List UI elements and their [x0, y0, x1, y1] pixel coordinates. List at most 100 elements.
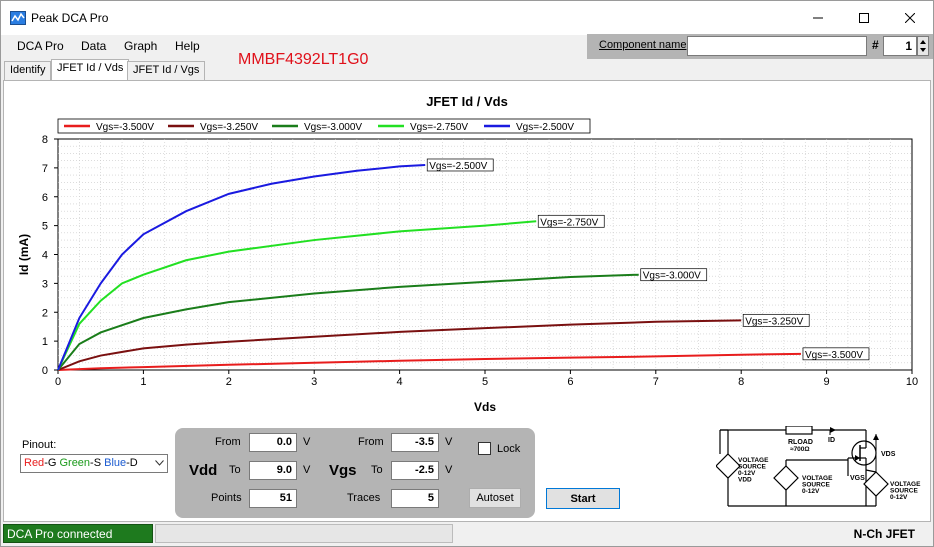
- legend-box: [57, 118, 591, 134]
- vgs-to-label: To: [371, 464, 383, 476]
- vgs-source-label: VOLTAGE: [802, 475, 833, 482]
- vdd-from-label: From: [215, 436, 241, 448]
- series-end-label-box: [537, 214, 605, 228]
- x-tick-label: 9: [824, 376, 830, 388]
- vds-label: VDS: [881, 451, 896, 458]
- maximize-button[interactable]: [841, 1, 887, 35]
- pinout-value: Red-G Green-S Blue-D: [24, 457, 138, 469]
- x-tick-label: 10: [906, 376, 918, 388]
- vgs-source-label: SOURCE: [802, 482, 830, 489]
- component-number-spinner[interactable]: [917, 36, 929, 56]
- pinout-select[interactable]: Red-G Green-S Blue-D: [20, 454, 168, 473]
- y-tick-label: 2: [42, 307, 48, 319]
- title-bar[interactable]: Peak DCA Pro: [1, 1, 933, 35]
- pinout-part-2: Green: [59, 457, 91, 469]
- x-tick-label: 0: [55, 376, 61, 388]
- autoset-button[interactable]: Autoset: [469, 488, 521, 508]
- id-label: ID: [828, 437, 835, 444]
- chart-title: JFET Id / Vds: [426, 94, 508, 109]
- y-tick-label: 7: [42, 163, 48, 175]
- vdd-source-label: VOLTAGE: [738, 457, 769, 464]
- vdd-from-input[interactable]: 0.0: [249, 433, 297, 452]
- vds-source-label: VOLTAGE: [890, 481, 921, 488]
- menu-dca-pro[interactable]: DCA Pro: [17, 39, 64, 53]
- close-icon: [905, 13, 915, 23]
- series-line: [57, 352, 801, 371]
- series-end-label: Vgs=-3.250V: [745, 316, 803, 327]
- tab-strip: Identify JFET Id / Vds JFET Id / Vgs: [1, 59, 933, 80]
- vdd-source-label: VDD: [738, 477, 752, 484]
- component-number-input[interactable]: 1: [883, 36, 917, 56]
- vgs-label: VGS: [850, 475, 865, 482]
- status-bar: DCA Pro connected N-Ch JFET: [1, 523, 933, 546]
- series-end-label: Vgs=-2.750V: [540, 217, 598, 228]
- series-end-label-box: [426, 158, 494, 172]
- vdd-to-label: To: [229, 464, 241, 476]
- pinout-part-4: Blue: [104, 457, 127, 469]
- close-button[interactable]: [887, 1, 933, 35]
- y-axis-label: Id (mA): [17, 234, 31, 275]
- vgs-to-input[interactable]: -2.5: [391, 461, 439, 480]
- vds-source-label: 0-12V: [890, 494, 908, 501]
- x-axis-label: Vds: [474, 400, 496, 414]
- tab-identify[interactable]: Identify: [4, 61, 52, 80]
- tab-jfet-id-vds[interactable]: JFET Id / Vds: [51, 59, 130, 80]
- x-tick-label: 8: [738, 376, 744, 388]
- legend-entry: Vgs=-2.500V: [516, 122, 574, 133]
- legend-entry: Vgs=-2.750V: [410, 122, 468, 133]
- traces-input[interactable]: 5: [391, 489, 439, 508]
- series-end-label: Vgs=-3.500V: [805, 350, 863, 361]
- series-end-label: Vgs=-2.500V: [429, 161, 487, 172]
- minimize-icon: [813, 17, 823, 19]
- plot-area: [57, 138, 913, 371]
- tab-jfet-id-vgs[interactable]: JFET Id / Vgs: [127, 61, 206, 80]
- minimize-button[interactable]: [795, 1, 841, 35]
- pinout-part-0: Red: [24, 457, 45, 469]
- legend-entry: Vgs=-3.250V: [200, 122, 258, 133]
- points-label: Points: [211, 492, 242, 504]
- series-end-label-box: [802, 347, 870, 361]
- vds-source-label: SOURCE: [890, 488, 918, 495]
- component-name-input[interactable]: [687, 36, 867, 56]
- vdd-label: Vdd: [189, 462, 218, 479]
- connection-status: DCA Pro connected: [3, 524, 153, 543]
- vgs-label: Vgs: [329, 462, 357, 479]
- sweep-controls: From 0.0 V Vdd To 9.0 V Points 51 From -…: [175, 428, 535, 518]
- series-line: [57, 163, 426, 371]
- lock-checkbox[interactable]: [478, 442, 491, 455]
- y-tick-label: 1: [42, 336, 48, 348]
- series-line: [57, 319, 742, 371]
- vdd-from-unit: V: [303, 436, 311, 448]
- part-number-label: MMBF4392LT1G0: [238, 51, 369, 68]
- x-tick-label: 2: [226, 376, 232, 388]
- pinout-part-5: -D: [126, 457, 138, 469]
- vgs-source-label: 0-12V: [802, 488, 820, 495]
- progress-bar: [155, 524, 453, 543]
- pinout-label: Pinout:: [22, 439, 57, 451]
- y-tick-label: 8: [42, 134, 48, 146]
- lock-label: Lock: [497, 443, 521, 455]
- vdd-source-label: SOURCE: [738, 464, 766, 471]
- chevron-down-icon: [155, 460, 164, 466]
- vgs-from-input[interactable]: -3.5: [391, 433, 439, 452]
- points-input[interactable]: 51: [249, 489, 297, 508]
- menu-help[interactable]: Help: [175, 39, 200, 53]
- jfet-chart: JFET Id / Vds 0 1 2 3 4 5 6 7 8 9 10 0 1 2 3 4 5 6 7 8 Vds Id …: [17, 94, 918, 414]
- x-tick-label: 3: [311, 376, 317, 388]
- menu-data[interactable]: Data: [81, 39, 107, 53]
- x-tick-label: 7: [653, 376, 659, 388]
- menu-graph[interactable]: Graph: [124, 39, 158, 53]
- y-tick-label: 4: [42, 250, 48, 262]
- start-button[interactable]: Start: [546, 488, 620, 509]
- y-tick-label: 0: [42, 365, 48, 377]
- vgs-from-unit: V: [445, 436, 453, 448]
- vdd-to-input[interactable]: 9.0: [249, 461, 297, 480]
- spinner-arrows-icon: [920, 40, 926, 52]
- series-end-label-box: [742, 313, 810, 327]
- component-name-label: Component name: [599, 39, 687, 51]
- series-end-label: Vgs=-3.000V: [643, 271, 701, 282]
- x-tick-label: 5: [482, 376, 488, 388]
- app-icon: [10, 11, 26, 25]
